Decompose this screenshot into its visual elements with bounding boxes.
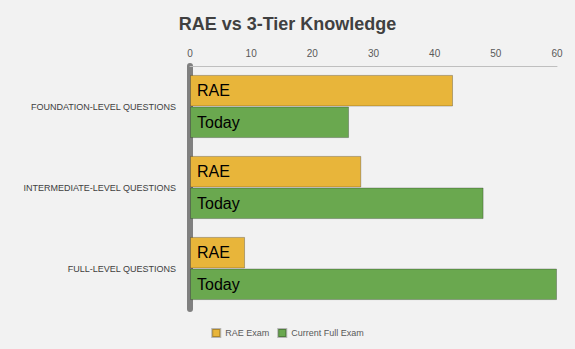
svg-text:60: 60: [551, 48, 563, 59]
svg-text:Today: Today: [197, 114, 240, 131]
svg-text:RAE: RAE: [197, 163, 230, 180]
svg-text:50: 50: [490, 48, 502, 59]
svg-text:FULL-LEVEL QUESTIONS: FULL-LEVEL QUESTIONS: [68, 264, 176, 274]
svg-text:Current Full Exam: Current Full Exam: [291, 328, 364, 338]
svg-text:10: 10: [246, 48, 258, 59]
svg-text:INTERMEDIATE-LEVEL QUESTIONS: INTERMEDIATE-LEVEL QUESTIONS: [23, 183, 176, 193]
svg-text:Today: Today: [197, 276, 240, 293]
svg-text:RAE: RAE: [197, 82, 230, 99]
svg-text:0: 0: [187, 48, 193, 59]
svg-text:FOUNDATION-LEVEL QUESTIONS: FOUNDATION-LEVEL QUESTIONS: [31, 102, 176, 112]
svg-text:RAE: RAE: [197, 244, 230, 261]
svg-text:Today: Today: [197, 195, 240, 212]
svg-text:40: 40: [429, 48, 441, 59]
svg-text:RAE Exam: RAE Exam: [225, 328, 269, 338]
svg-text:20: 20: [307, 48, 319, 59]
svg-text:RAE vs 3-Tier Knowledge: RAE vs 3-Tier Knowledge: [179, 14, 397, 34]
svg-text:30: 30: [368, 48, 380, 59]
